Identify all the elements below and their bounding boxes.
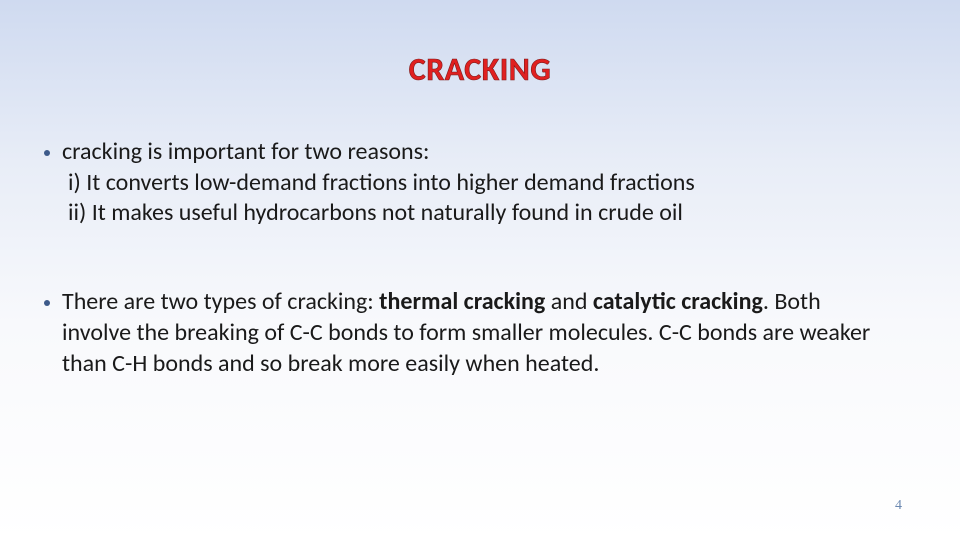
slide-title: CRACKING <box>40 50 920 89</box>
text-post1: . Both <box>763 287 821 316</box>
bullet-lead: cracking is important for two reasons: <box>62 137 429 166</box>
bullet-icon <box>44 300 50 306</box>
text-mid: and <box>545 287 593 316</box>
bullet-dot <box>44 300 50 306</box>
bullet-sub-2: ii) It makes useful hydrocarbons not nat… <box>62 198 695 229</box>
slide: CRACKING cracking is important for two r… <box>0 0 960 540</box>
bullet-sub-1: i) It converts low-demand fractions into… <box>62 168 695 199</box>
text-line2: involve the breaking of C-C bonds to for… <box>62 318 920 379</box>
bullet-dot <box>44 150 50 156</box>
bullet-icon <box>44 150 50 156</box>
bullet-text: There are two types of cracking: thermal… <box>62 287 920 379</box>
text-bold-2: catalytic cracking <box>593 287 763 316</box>
slide-content: cracking is important for two reasons: i… <box>40 137 920 379</box>
bullet-item: There are two types of cracking: thermal… <box>40 287 920 379</box>
text-pre: There are two types of cracking: <box>62 287 379 316</box>
text-bold-1: thermal cracking <box>379 287 545 316</box>
bullet-item: cracking is important for two reasons: i… <box>40 137 920 229</box>
page-number: 4 <box>895 498 902 514</box>
bullet-text: cracking is important for two reasons: i… <box>62 137 695 229</box>
